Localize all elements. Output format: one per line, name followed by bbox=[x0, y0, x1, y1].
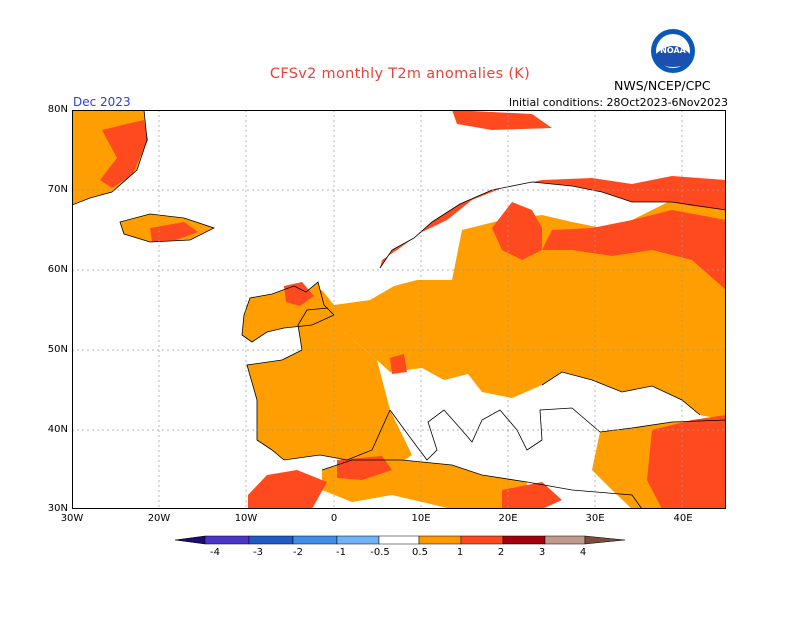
warm-anomaly-red-fields bbox=[100, 110, 726, 509]
lon-label-10e: 10E bbox=[411, 513, 431, 524]
lat-label-60n: 60N bbox=[47, 264, 68, 275]
legend-label: -0.5 bbox=[370, 547, 390, 558]
lon-label-30e: 30E bbox=[585, 513, 605, 524]
lon-label-10w: 10W bbox=[234, 513, 258, 524]
map-frame bbox=[72, 110, 726, 509]
lon-label-0: 0 bbox=[330, 513, 338, 524]
legend-label: -2 bbox=[293, 547, 303, 558]
lat-label-70n: 70N bbox=[47, 184, 68, 195]
legend-label: 4 bbox=[579, 547, 587, 558]
lon-label-30w: 30W bbox=[60, 513, 84, 524]
anomaly-map bbox=[72, 110, 726, 509]
legend-label: -4 bbox=[210, 547, 220, 558]
legend-label: -3 bbox=[253, 547, 263, 558]
month-label: Dec 2023 bbox=[73, 95, 131, 109]
svg-text:NOAA: NOAA bbox=[660, 46, 686, 55]
legend-label: 0.5 bbox=[412, 547, 428, 558]
lat-label-80n: 80N bbox=[47, 104, 68, 115]
legend-label: 1 bbox=[456, 547, 464, 558]
legend-label: 2 bbox=[497, 547, 505, 558]
lat-label-30n: 30N bbox=[47, 503, 68, 514]
lat-label-40n: 40N bbox=[47, 424, 68, 435]
lon-label-20w: 20W bbox=[147, 513, 171, 524]
lat-lon-grid bbox=[72, 110, 726, 509]
initial-conditions-label: Initial conditions: 28Oct2023-6Nov2023 bbox=[508, 96, 728, 109]
chart-title: CFSv2 monthly T2m anomalies (K) bbox=[269, 66, 531, 82]
color-legend-bar bbox=[175, 535, 625, 545]
noaa-logo-icon: NOAA bbox=[651, 29, 695, 73]
lon-label-40e: 40E bbox=[673, 513, 693, 524]
legend-label: 3 bbox=[538, 547, 546, 558]
agency-label: NWS/NCEP/CPC bbox=[614, 78, 711, 93]
lat-label-50n: 50N bbox=[47, 344, 68, 355]
lon-label-20e: 20E bbox=[498, 513, 518, 524]
legend-label: -1 bbox=[336, 547, 346, 558]
